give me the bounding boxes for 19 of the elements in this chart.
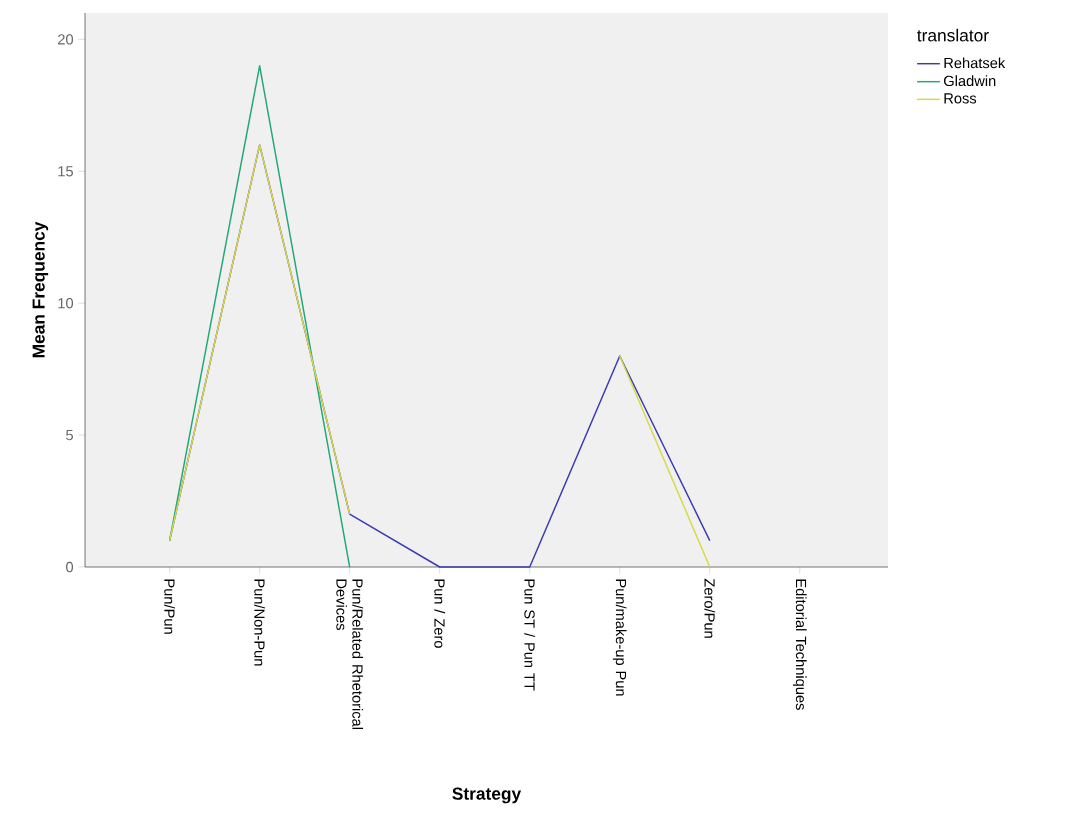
x-axis-title: Strategy: [452, 787, 522, 804]
x-tick-label: Pun / Zero: [434, 579, 446, 648]
legend-label: Ross: [944, 93, 977, 104]
x-tick-label: Pun ST / Pun TT: [524, 579, 536, 691]
x-tick-label: Pun/Related Rhetorical Devices: [336, 579, 364, 730]
legend-title: translator: [917, 28, 989, 42]
x-tick-label: Editorial Techniques: [792, 579, 807, 710]
x-tick-label: Pun/Non-Pun: [254, 579, 266, 666]
x-tick-label: Zero/Pun: [704, 578, 716, 638]
y-axis-title: Mean Frequency: [32, 221, 49, 358]
x-tick-label: Pun/Pun: [164, 579, 175, 634]
y-tick-label: 5: [66, 430, 73, 441]
y-tick-label: 20: [58, 34, 74, 45]
legend-label: Gladwin: [944, 75, 996, 87]
x-tick-label: Pun/make-up Pun: [612, 579, 627, 696]
legend-label: Rehatsek: [944, 57, 1006, 69]
y-tick-label: 0: [66, 561, 74, 573]
y-tick-label: 10: [58, 298, 74, 309]
y-tick-label: 15: [58, 166, 73, 177]
